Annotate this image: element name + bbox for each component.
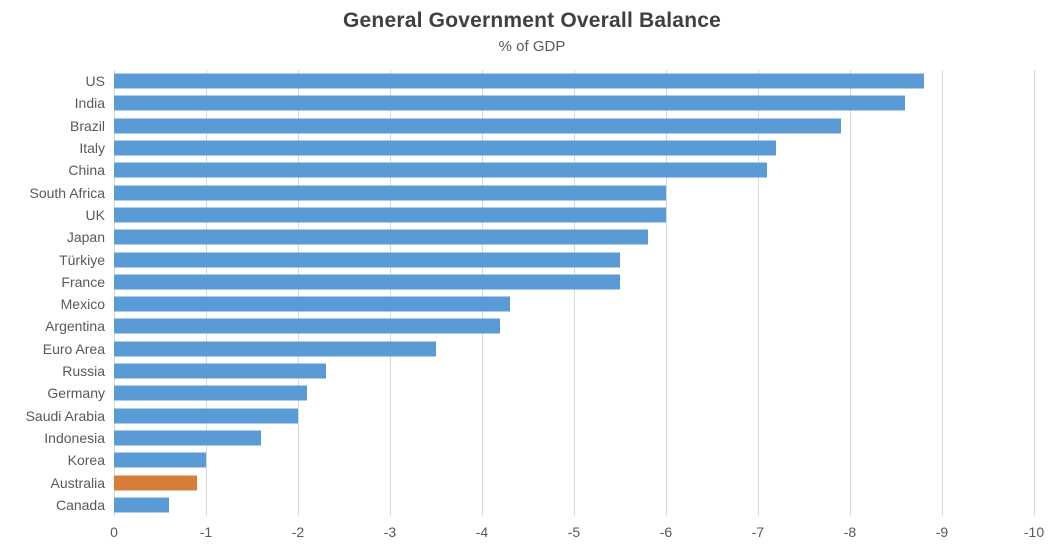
chart-subtitle: % of GDP xyxy=(498,38,566,55)
bar-t-rkiye xyxy=(114,252,620,268)
gridline-x-0 xyxy=(114,70,115,516)
gridline-x--7 xyxy=(758,70,759,516)
category-label-argentina: Argentina xyxy=(45,318,105,335)
y-axis-category-labels: US India Brazil Italy China South Africa UK Jap… xyxy=(0,70,114,516)
x-tick-label--3: -3 xyxy=(383,524,397,540)
bar-south-africa xyxy=(114,185,666,201)
gridline-x--3 xyxy=(390,70,391,516)
bar-australia xyxy=(114,475,197,491)
x-tick-label--10: -10 xyxy=(1023,524,1045,540)
x-axis-tick-labels: 0 -1 -2 -3 -4 -5 -6 -7 -8 -9 -10 xyxy=(110,524,1044,546)
category-label-india: India xyxy=(74,95,105,112)
plot-area xyxy=(114,70,1035,516)
bar-argentina xyxy=(114,318,501,334)
bar-japan xyxy=(114,229,648,245)
category-label-uk: UK xyxy=(85,206,105,223)
category-label-brazil: Brazil xyxy=(69,117,105,134)
gridline-x--10 xyxy=(1034,70,1035,516)
category-label-germany: Germany xyxy=(47,385,105,402)
gridline-x--9 xyxy=(942,70,943,516)
x-tick-label--4: -4 xyxy=(475,524,489,540)
category-label-korea: Korea xyxy=(67,452,105,469)
category-label-italy: Italy xyxy=(79,140,105,157)
bar-germany xyxy=(114,385,308,401)
category-label-canada: Canada xyxy=(55,496,105,513)
x-tick-label--8: -8 xyxy=(843,524,857,540)
chart-title: General Government Overall Balance xyxy=(343,9,721,32)
x-tick-label--6: -6 xyxy=(659,524,673,540)
category-label-japan: Japan xyxy=(66,229,105,246)
gridline-x--6 xyxy=(666,70,667,516)
x-tick-label--2: -2 xyxy=(291,524,305,540)
bar-mexico xyxy=(114,296,510,312)
gridline-x--1 xyxy=(206,70,207,516)
bar-italy xyxy=(114,140,777,156)
category-label-russia: Russia xyxy=(62,363,105,380)
category-label-indonesia: Indonesia xyxy=(44,429,105,446)
bar-euro-area xyxy=(114,341,436,357)
gridline-x--4 xyxy=(482,70,483,516)
category-label-us: US xyxy=(85,73,105,90)
category-label-south-africa: South Africa xyxy=(29,184,106,201)
bar-korea xyxy=(114,452,206,468)
bar-us xyxy=(114,73,924,89)
bar-uk xyxy=(114,207,666,223)
gridline-x--8 xyxy=(850,70,851,516)
bar-france xyxy=(114,274,620,290)
bar-indonesia xyxy=(114,430,262,446)
x-tick-label-0: 0 xyxy=(110,524,118,540)
category-label-france: France xyxy=(61,273,105,290)
bar-saudi-arabia xyxy=(114,408,298,424)
bar-india xyxy=(114,95,906,111)
gridline-x--5 xyxy=(574,70,575,516)
category-label-china: China xyxy=(68,162,105,179)
x-tick-label--7: -7 xyxy=(751,524,765,540)
x-tick-label--9: -9 xyxy=(935,524,949,540)
category-label-t-rkiye: Türkiye xyxy=(59,251,105,268)
x-tick-label--1: -1 xyxy=(199,524,213,540)
bar-canada xyxy=(114,497,170,513)
bar-china xyxy=(114,162,768,178)
category-label-mexico: Mexico xyxy=(60,296,105,313)
category-label-australia: Australia xyxy=(50,474,105,491)
category-label-saudi-arabia: Saudi Arabia xyxy=(25,407,105,424)
bar-brazil xyxy=(114,118,841,134)
gridline-x--2 xyxy=(298,70,299,516)
category-label-euro-area: Euro Area xyxy=(42,340,105,357)
x-tick-label--5: -5 xyxy=(567,524,581,540)
bar-russia xyxy=(114,363,326,379)
